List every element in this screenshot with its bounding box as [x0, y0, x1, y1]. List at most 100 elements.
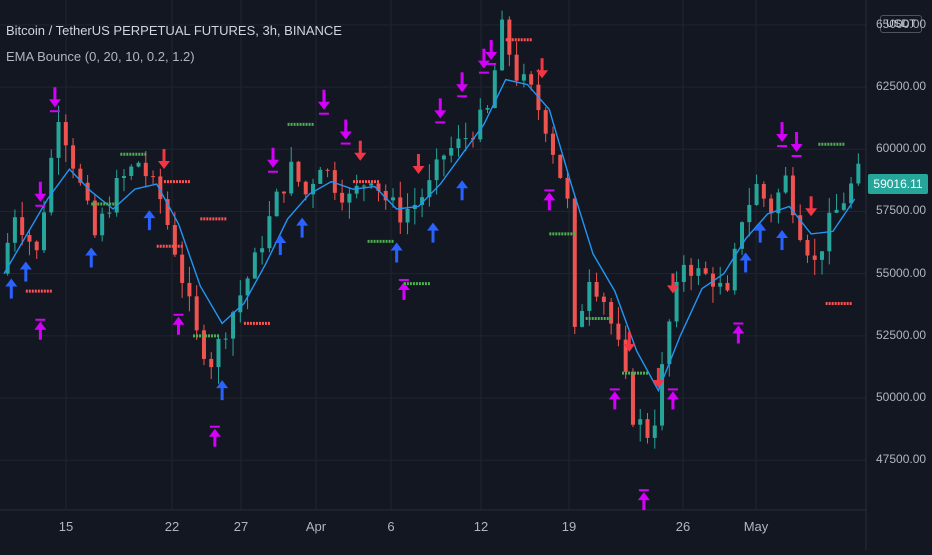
last-price-label: 59016.11 [868, 174, 928, 194]
long-entry-head [34, 321, 47, 330]
candle-body [391, 197, 396, 201]
candle-body [769, 198, 774, 214]
currency-badge[interactable]: USDT [880, 15, 922, 33]
price-tick-label: 60000.00 [876, 141, 927, 156]
candle-body [485, 107, 490, 110]
candle-body [710, 273, 715, 287]
short-entry-head [776, 134, 789, 143]
sell-arrow-head [354, 152, 367, 161]
short-entry-head [48, 99, 61, 108]
candle-body [71, 145, 76, 169]
candle-body [820, 251, 825, 260]
candle-body [238, 295, 243, 313]
candle-body [776, 192, 781, 214]
candle-body [783, 175, 788, 193]
candle-body [20, 217, 25, 235]
candle-body [369, 183, 374, 186]
candle-body [325, 169, 330, 171]
buy-arrow-head [274, 235, 287, 244]
candle-body [354, 185, 359, 194]
candle-body [725, 282, 730, 291]
candle-body [667, 321, 672, 365]
candle-body [623, 339, 628, 372]
candle-body [805, 239, 810, 256]
short-entry-head [267, 159, 280, 168]
candle-body [121, 175, 126, 178]
candle-body [34, 241, 39, 251]
candle-body [311, 183, 316, 195]
short-entry-head [317, 101, 330, 110]
short-entry-head [434, 110, 447, 119]
candle-body [674, 281, 679, 322]
buy-arrow-head [776, 230, 789, 239]
buy-arrow-head [739, 252, 752, 261]
candle-body [107, 212, 112, 214]
time-tick-label: 15 [58, 519, 74, 534]
candle-body [100, 213, 105, 236]
candle-body [514, 54, 519, 81]
buy-arrow-head [19, 261, 32, 270]
long-entry-head [172, 316, 185, 325]
short-entry-head [34, 193, 47, 202]
long-entry-head [397, 281, 410, 290]
time-tick-label: May [743, 519, 769, 534]
candle-body [740, 222, 745, 249]
candle-body [696, 268, 701, 276]
candle-body [129, 166, 134, 176]
candle-body [660, 364, 665, 426]
short-entry-head [485, 51, 498, 60]
candle-body [478, 109, 483, 140]
buy-arrow-head [85, 247, 98, 256]
candle-body [500, 19, 505, 71]
candle-body [289, 161, 294, 194]
candle-body [747, 204, 752, 223]
candle-body [332, 170, 337, 193]
long-entry-head [637, 492, 650, 501]
candle-body [849, 183, 854, 204]
long-entry-head [666, 391, 679, 400]
candle-body [652, 425, 657, 438]
candle-body [56, 122, 61, 158]
candle-body [361, 185, 366, 187]
long-entry-head [208, 428, 221, 437]
time-tick-label: 19 [561, 519, 577, 534]
price-scale[interactable]: 65000.00 62500.00 60000.00 57500.00 55000.00… [866, 0, 932, 550]
candle-body [427, 180, 432, 198]
candle-body [41, 212, 46, 251]
long-entry-head [608, 391, 621, 400]
buy-arrow-head [216, 380, 229, 389]
candle-body [790, 175, 795, 216]
price-tick-label: 50000.00 [876, 390, 927, 405]
price-tick-label: 57500.00 [876, 203, 927, 218]
candle-body [296, 161, 301, 182]
price-tick-label: 65000.00 [876, 16, 927, 31]
candle-body [456, 138, 461, 149]
candle-body [12, 217, 17, 243]
candle-body [856, 163, 861, 184]
indicator-title[interactable]: EMA Bounce (0, 20, 10, 0.2, 1.2) [6, 49, 195, 64]
candle-body [565, 177, 570, 199]
candle-body [405, 209, 410, 223]
candle-body [194, 296, 199, 331]
sell-arrow-head [536, 70, 549, 79]
candle-body [252, 252, 257, 279]
candle-body [63, 122, 68, 146]
candle-body [601, 296, 606, 303]
time-tick-label: 22 [164, 519, 180, 534]
ema-line [3, 78, 856, 393]
candle-body [92, 200, 97, 236]
candle-body [151, 176, 156, 178]
candle-body [645, 419, 650, 438]
candle-body [616, 323, 621, 340]
candle-body [143, 162, 148, 177]
candle-body [434, 159, 439, 181]
candle-body [78, 168, 83, 183]
candle-body [558, 154, 563, 178]
symbol-title[interactable]: Bitcoin / TetherUS PERPETUAL FUTURES, 3h… [6, 23, 342, 38]
sell-arrow-head [623, 343, 636, 352]
candle-body [689, 264, 694, 276]
candle-body [703, 268, 708, 274]
candle-body [201, 330, 206, 359]
